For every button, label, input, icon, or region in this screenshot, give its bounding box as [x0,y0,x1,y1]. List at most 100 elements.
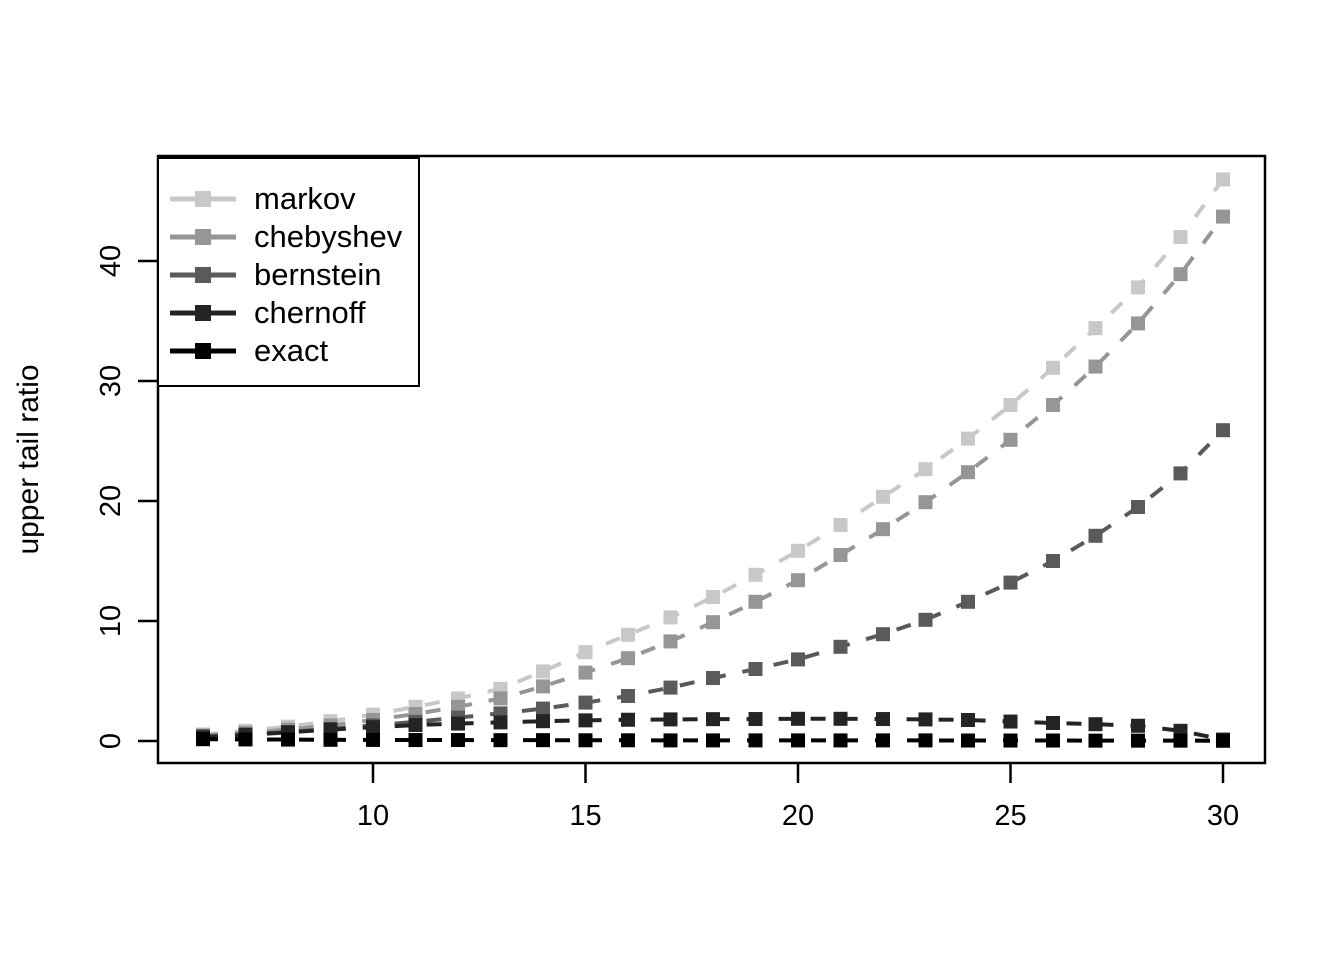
data-point-bernstein [918,612,933,627]
data-point-exact [408,733,423,748]
data-point-exact [663,733,678,748]
data-point-markov [748,567,763,582]
data-point-exact [1131,733,1145,748]
data-point-markov [791,543,805,558]
legend-marker [195,191,211,207]
data-point-exact [621,733,635,748]
data-point-bernstein [663,680,678,695]
data-point-exact [493,733,508,748]
data-point-chebyshev [493,691,508,706]
data-point-chernoff [1003,714,1018,729]
y-tick-label: 40 [95,245,127,277]
data-point-markov [1046,360,1060,375]
data-point-chernoff [706,712,720,727]
legend-label: exact [254,333,328,368]
data-point-bernstein [833,639,848,654]
data-point-chebyshev [1046,398,1060,412]
data-point-exact [876,733,890,748]
data-point-chebyshev [1003,432,1018,447]
data-point-chernoff [748,712,763,727]
legend-marker [195,305,211,321]
x-tick-label: 15 [569,800,601,832]
series-layer [196,172,1230,748]
data-point-chernoff [493,715,508,730]
data-point-exact [791,733,805,748]
data-point-exact [536,733,550,748]
data-point-chebyshev [833,548,848,562]
x-tick-label: 20 [782,800,814,832]
x-axis: 10 15 20 25 30 [357,763,1239,832]
data-point-chernoff [791,711,805,726]
series-exact [196,732,1230,748]
data-point-markov [1173,230,1188,244]
data-point-markov [1216,172,1230,187]
data-point-bernstein [536,701,550,716]
data-point-chebyshev [1131,316,1145,331]
data-point-markov [1088,321,1103,336]
data-point-exact [196,732,210,747]
data-point-exact [281,732,295,747]
data-point-bernstein [748,662,763,676]
data-point-chernoff [408,718,423,733]
data-point-chernoff [1131,718,1145,733]
data-point-markov [578,645,593,660]
data-point-chebyshev [961,465,975,480]
legend-item-exact: exact [170,333,328,368]
data-point-chernoff [1088,717,1103,732]
data-point-bernstein [961,594,975,609]
data-point-chernoff [918,712,933,727]
data-point-markov [706,590,720,604]
legend-item-chernoff: chernoff [170,295,366,330]
data-point-markov [1131,280,1145,295]
y-tick-label: 30 [95,365,127,397]
data-point-chebyshev [621,651,635,666]
legend-label: markov [254,181,356,216]
data-point-exact [918,733,933,748]
plot-box [156,154,1267,765]
legend-label: bernstein [254,257,382,292]
data-point-chebyshev [791,573,805,588]
data-point-exact [1003,733,1018,748]
x-tick-label: 10 [357,800,389,832]
data-point-chernoff [961,713,975,727]
data-point-chebyshev [1173,267,1188,282]
y-tick-label: 0 [95,733,127,749]
legend-item-markov: markov [170,181,356,216]
y-axis-label: upper tail ratio [12,364,45,554]
data-point-exact [366,732,380,747]
y-axis: 0 10 20 30 40 [95,245,158,749]
data-point-chernoff [621,712,635,727]
data-point-chebyshev [1088,359,1103,374]
data-point-bernstein [1046,554,1060,568]
data-point-markov [621,627,635,642]
data-point-markov [833,518,848,532]
data-point-exact [706,733,720,748]
data-point-exact [323,732,338,747]
data-point-chebyshev [578,665,593,680]
data-point-chernoff [578,713,593,728]
legend-marker [195,229,211,245]
data-point-exact [1088,733,1103,748]
data-point-markov [536,664,550,679]
data-point-chernoff [366,720,380,735]
data-point-bernstein [1003,575,1018,590]
data-point-chernoff [1046,716,1060,730]
data-point-chernoff [876,712,890,727]
data-point-markov [663,610,678,625]
data-point-markov [918,462,933,477]
data-point-chebyshev [1216,209,1230,224]
data-point-exact [578,733,593,748]
data-point-markov [961,431,975,446]
legend-label: chebyshev [254,219,403,254]
data-point-bernstein [876,627,890,642]
data-point-exact [748,733,763,748]
data-point-markov [1003,398,1018,412]
data-point-chernoff [833,711,848,726]
x-tick-label: 25 [994,800,1026,832]
legend-item-bernstein: bernstein [170,257,382,292]
data-point-bernstein [1173,466,1188,481]
legend-item-chebyshev: chebyshev [170,219,403,254]
data-point-bernstein [791,652,805,667]
